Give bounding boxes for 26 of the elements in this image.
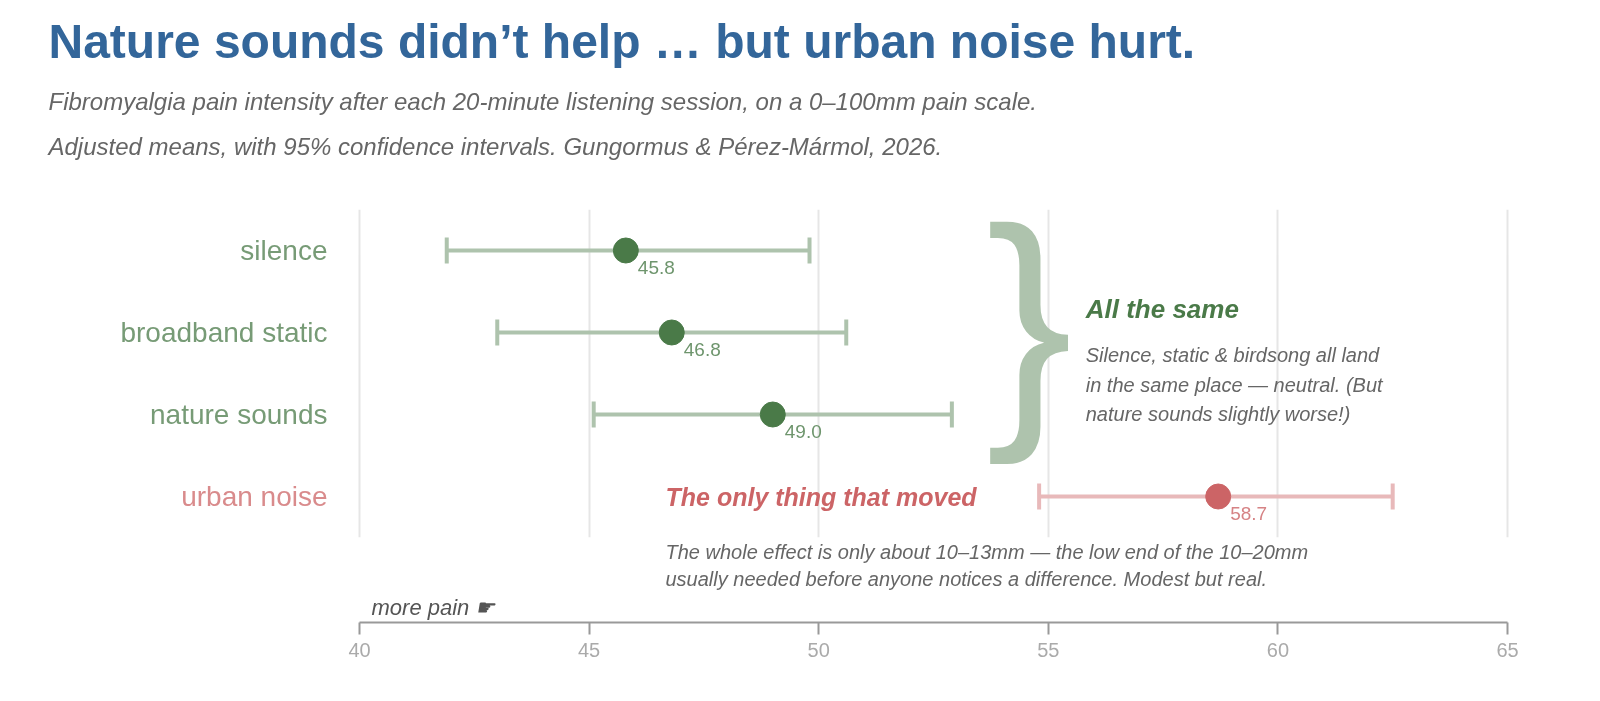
point xyxy=(612,237,639,264)
point xyxy=(759,401,786,428)
y-tick-label: urban noise xyxy=(181,481,328,512)
text: The whole effect is only about 10–13mm — the low end of the 10–20mm usually needed before anyone notices a difference. Modest but real. xyxy=(665,540,1309,590)
data-label: 58.7 xyxy=(1230,503,1268,524)
x-tick-label: 45 xyxy=(577,638,601,661)
annotation: } xyxy=(985,175,1073,467)
y-tick-label: nature sounds xyxy=(150,399,328,430)
x-tick-label: 60 xyxy=(1266,638,1290,661)
annotation: All the same xyxy=(1084,294,1239,324)
y-tick-label: broadband static xyxy=(120,317,328,348)
point xyxy=(658,319,685,346)
x-tick-label: 65 xyxy=(1496,638,1519,661)
x-tick-label: 40 xyxy=(348,638,371,661)
x-tick-label: 50 xyxy=(807,638,830,661)
point xyxy=(1205,483,1232,510)
x-axis-title: more pain ☛ xyxy=(371,594,497,620)
y-tick-label: silence xyxy=(240,235,328,266)
data-label: 45.8 xyxy=(637,257,675,278)
x-tick-label: 55 xyxy=(1037,638,1060,661)
chart-subtitle: Fibromyalgia pain intensity after each 20-minute listening session, on a 0–100mm pain scale. Adjusted means, with 95% confidence intervals. Gungormus & Pérez-Mármol, 2026. xyxy=(46,87,1038,161)
annotation: Silence, static & birdsong all land in the same place — neutral. (But nature sounds slightly worse!) xyxy=(1085,344,1384,425)
data-label: 46.8 xyxy=(683,339,721,360)
annotation: The only thing that moved xyxy=(665,482,978,511)
data-label: 49.0 xyxy=(784,421,822,442)
chart-title: Nature sounds didn’t help … but urban noise hurt. xyxy=(48,14,1196,68)
